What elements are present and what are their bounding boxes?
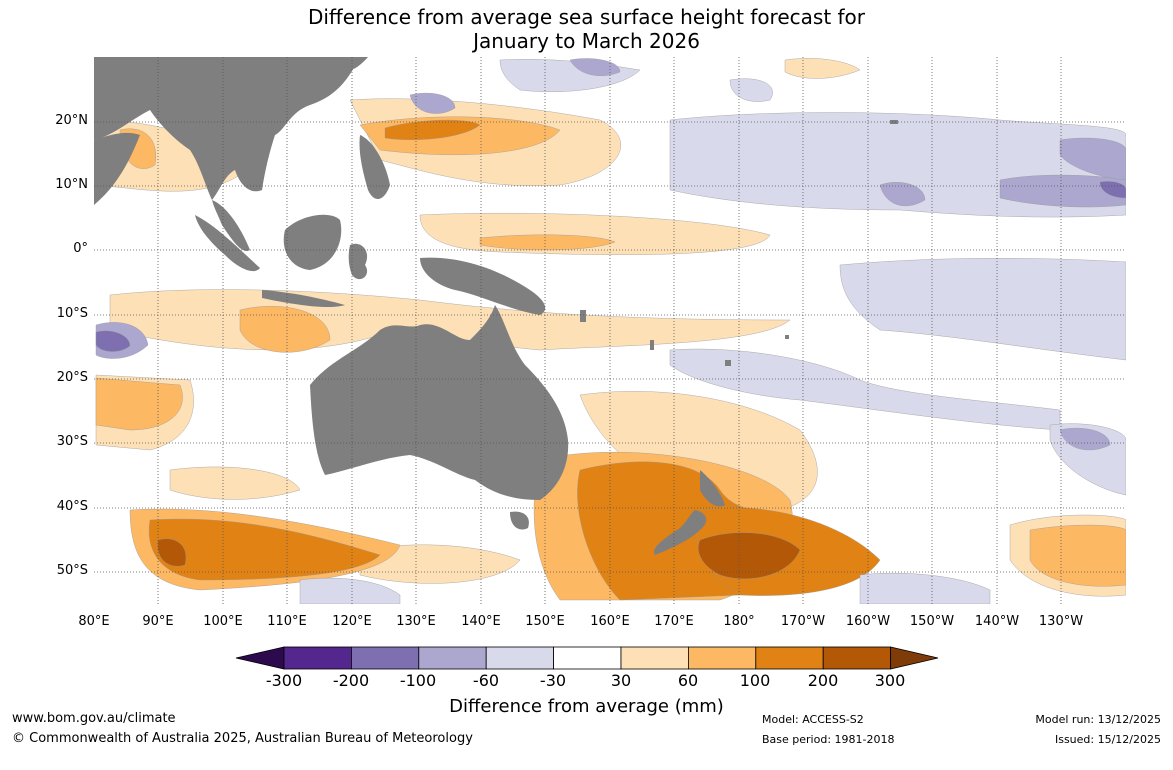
anomaly-area-orange: [1029, 524, 1126, 587]
land-new-zealand: [654, 470, 725, 555]
lon-label: 170°W: [780, 614, 826, 629]
land-sulawesi: [348, 243, 368, 280]
lon-label: 150°E: [525, 614, 565, 629]
colorbar-segment: [755, 646, 824, 670]
anomaly-area-orange: [239, 306, 331, 353]
land-india: [94, 132, 140, 205]
colorbar-tick-label: -30: [539, 671, 567, 690]
land-new-guinea: [420, 257, 546, 315]
land-malay-peninsula: [212, 200, 250, 251]
lon-label: 110°E: [267, 614, 307, 629]
colorbar-tick-label: 200: [807, 671, 839, 690]
anomaly-area-dark-purple: [1099, 181, 1126, 199]
anomaly-area-light-purple: [669, 348, 1061, 431]
lat-label: 30°S: [56, 434, 88, 449]
copyright-text: © Commonwealth of Australia 2025, Austra…: [12, 731, 473, 746]
issued-date: Issued: 15/12/2025: [1054, 733, 1161, 746]
website-link[interactable]: www.bom.gov.au/climate: [12, 711, 176, 726]
anomaly-area-purple: [569, 58, 621, 76]
lon-label: 90°E: [142, 614, 174, 629]
lat-label: 10°S: [56, 306, 88, 321]
anomaly-area-brown: [157, 538, 187, 567]
colorbar-arrow-high: [890, 646, 939, 670]
land-philippines: [359, 135, 390, 200]
lon-label: 130°E: [396, 614, 436, 629]
colorbar-tick-label: -300: [265, 671, 303, 690]
land-japan: [340, 57, 368, 71]
colorbar-tick-label: 300: [874, 671, 906, 690]
lon-label: 140°E: [461, 614, 501, 629]
anomaly-area-brown: [698, 532, 801, 579]
lon-label: 170°E: [654, 614, 694, 629]
land-asia: [94, 57, 360, 200]
anomaly-area-light-orange: [169, 466, 301, 500]
colorbar: [235, 646, 939, 670]
anomaly-area-purple: [409, 92, 456, 114]
lat-label: 50°S: [56, 563, 88, 578]
lon-label: 140°W: [974, 614, 1020, 629]
lon-label: 130°W: [1038, 614, 1084, 629]
anomaly-area-dark-orange: [384, 119, 481, 140]
anomaly-area-light-orange: [359, 544, 521, 584]
land-tasmania: [510, 511, 529, 530]
model-name: Model: ACCESS-S2: [762, 713, 864, 726]
lat-label: 10°N: [55, 177, 88, 192]
colorbar-segment: [418, 646, 487, 670]
lat-label: 20°S: [56, 370, 88, 385]
anomaly-area-purple: [999, 174, 1126, 208]
lon-label: 160°E: [590, 614, 630, 629]
lon-label: 80°E: [78, 614, 110, 629]
graticule: [94, 57, 1126, 604]
anomaly-area-orange: [95, 377, 183, 431]
colorbar-segment: [688, 646, 757, 670]
map-title-line1: Difference from average sea surface heig…: [307, 5, 866, 29]
colorbar-title: Difference from average (mm): [449, 696, 724, 717]
lon-label: 120°E: [332, 614, 372, 629]
lon-label: 180°: [723, 614, 755, 629]
colorbar-segment: [283, 646, 352, 670]
colorbar-segment: [822, 646, 892, 670]
anomaly-area-light-purple: [299, 577, 401, 604]
lon-label: 160°W: [845, 614, 891, 629]
colorbar-arrow-low: [235, 646, 285, 670]
colorbar-tick-label: -200: [332, 671, 370, 690]
anomaly-area-purple: [1059, 137, 1126, 181]
colorbar-segment: [350, 646, 420, 670]
anomaly-area-orange: [479, 234, 616, 251]
colorbar-tick-label: 30: [610, 671, 632, 690]
model-run-date: Model run: 13/12/2025: [1035, 713, 1161, 726]
lon-label: 150°W: [909, 614, 955, 629]
colorbar-tick-label: 100: [739, 671, 771, 690]
map-title-line2: January to March 2026: [473, 29, 700, 53]
lat-label: 20°N: [55, 113, 88, 128]
lon-label: 100°E: [203, 614, 243, 629]
anomaly-area-light-orange: [784, 58, 861, 79]
land-sumatra: [195, 215, 260, 272]
colorbar-tick-label: 60: [677, 671, 699, 690]
colorbar-tick-label: -60: [472, 671, 500, 690]
colorbar-segment: [553, 646, 622, 670]
land-borneo: [283, 214, 342, 270]
lat-label: 0°: [73, 241, 88, 256]
anomaly-area-purple: [1059, 427, 1111, 451]
land-java: [262, 290, 345, 308]
colorbar-segment: [485, 646, 555, 670]
anomaly-area-dark-purple: [95, 330, 131, 352]
anomaly-area-light-purple: [859, 572, 991, 604]
anomaly-area-purple: [879, 182, 926, 207]
base-period: Base period: 1981-2018: [762, 733, 895, 746]
land-australia: [310, 305, 569, 500]
colorbar-segment: [620, 646, 689, 670]
lat-label: 40°S: [56, 499, 88, 514]
anomaly-area-light-purple: [729, 78, 773, 102]
colorbar-tick-label: -100: [399, 671, 437, 690]
map-field: [94, 57, 1126, 604]
anomaly-area-dark-orange: [148, 518, 381, 581]
